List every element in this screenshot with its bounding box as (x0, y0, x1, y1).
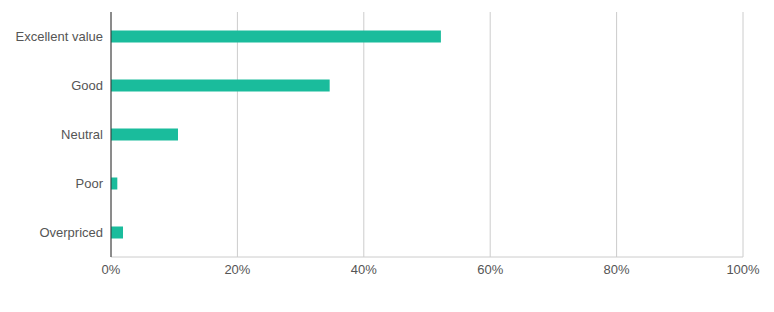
svg-text:Neutral: Neutral (61, 127, 103, 142)
svg-text:Poor: Poor (76, 176, 104, 191)
svg-text:40%: 40% (351, 262, 377, 277)
svg-text:Excellent value: Excellent value (16, 29, 103, 44)
svg-text:0%: 0% (102, 262, 121, 277)
svg-text:20%: 20% (224, 262, 250, 277)
svg-text:Overpriced: Overpriced (39, 225, 103, 240)
svg-text:100%: 100% (726, 262, 760, 277)
svg-text:Good: Good (71, 78, 103, 93)
svg-text:80%: 80% (604, 262, 630, 277)
svg-text:60%: 60% (477, 262, 503, 277)
